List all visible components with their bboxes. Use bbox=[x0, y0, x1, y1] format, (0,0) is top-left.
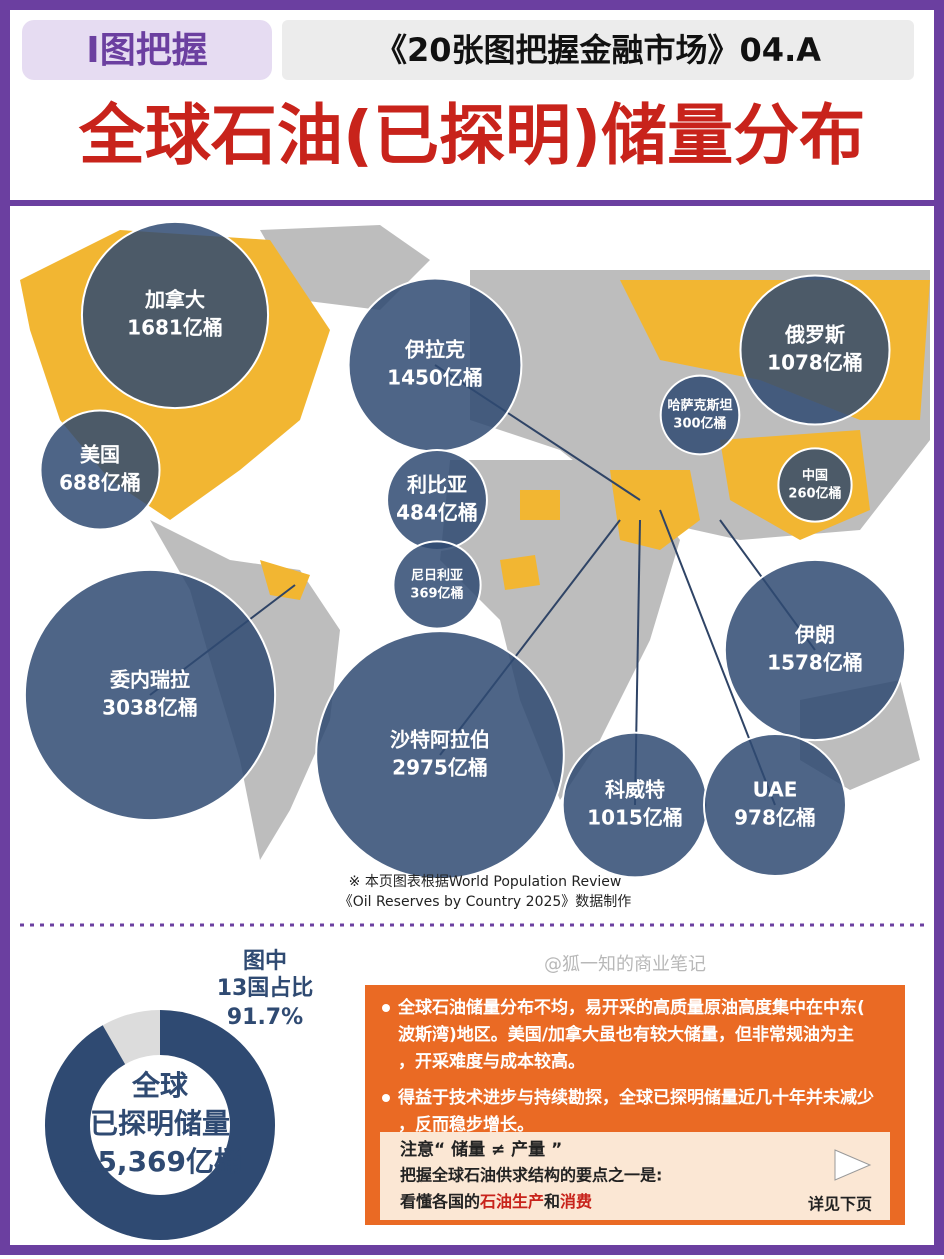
country-value: 1015亿桶 bbox=[587, 806, 683, 830]
country-name: 利比亚 bbox=[407, 473, 467, 497]
bullet-line: ，开采难度与成本较高。 bbox=[398, 1051, 585, 1072]
attention-box bbox=[380, 1132, 890, 1220]
bubble bbox=[80, 220, 270, 410]
bubble bbox=[739, 274, 891, 426]
bubble bbox=[392, 540, 482, 630]
highlight: 消费 bbox=[560, 1192, 592, 1211]
middle-east-shape bbox=[610, 470, 700, 550]
bubble bbox=[777, 447, 853, 523]
donut-center: 全球 bbox=[131, 1069, 189, 1102]
donut-label: 13国占比 bbox=[217, 976, 314, 1001]
country-name: 伊朗 bbox=[794, 623, 835, 647]
country-value: 1078亿桶 bbox=[767, 351, 863, 375]
country-value: 688亿桶 bbox=[59, 471, 141, 495]
country-name: 科威特 bbox=[605, 778, 665, 802]
nigeria-shape bbox=[500, 555, 540, 590]
country-name: 沙特阿拉伯 bbox=[390, 728, 490, 752]
country-name: 美国 bbox=[80, 443, 120, 467]
country-name: 加拿大 bbox=[144, 288, 205, 312]
bubble bbox=[315, 630, 565, 880]
next-arrow bbox=[834, 1149, 872, 1181]
country-name: 中国 bbox=[802, 467, 828, 483]
country-name: 哈萨克斯坦 bbox=[667, 397, 732, 413]
country-value: 1681亿桶 bbox=[127, 316, 223, 340]
bubble bbox=[659, 374, 741, 456]
bubble bbox=[703, 733, 847, 877]
bullet-line: 全球石油储量分布不均，易开采的高质量原油高度集中在中东( bbox=[397, 997, 865, 1018]
bullet-dot bbox=[382, 1004, 390, 1012]
bubble bbox=[39, 409, 161, 531]
country-value: 2975亿桶 bbox=[392, 756, 488, 780]
africa bbox=[440, 460, 680, 800]
country-value: 1578亿桶 bbox=[767, 651, 863, 675]
bullet: 全球石油储量分布不均，易开采的高质量原油高度集中在中东( 波斯湾)地区。美国/加拿… bbox=[397, 997, 865, 1072]
venezuela-shape bbox=[260, 560, 310, 600]
donut-share bbox=[45, 1010, 275, 1240]
country-name: 委内瑞拉 bbox=[109, 668, 190, 692]
bullet: 得益于技术进步与持续勘探，全球已探明储量近几十年并未减少 ，反而稳步增长。 bbox=[397, 1087, 874, 1135]
watermark: @狐一知的商业笔记 bbox=[544, 954, 706, 975]
libya-shape bbox=[520, 490, 560, 520]
bullet-line: ，反而稳步增长。 bbox=[398, 1114, 534, 1135]
donut-center: 已探明储量 bbox=[90, 1107, 230, 1140]
title: 全球石油(已探明)储量分布 bbox=[78, 97, 865, 174]
country-value: 3038亿桶 bbox=[102, 696, 198, 720]
tag-box bbox=[22, 20, 272, 80]
highlight: 石油生产 bbox=[479, 1192, 544, 1211]
donut-value: 91.7% bbox=[227, 1005, 303, 1030]
country-value: 300亿桶 bbox=[673, 416, 726, 432]
country-name: 伊拉克 bbox=[404, 338, 465, 362]
bullet-line: 得益于技术进步与持续勘探，全球已探明储量近几十年并未减少 bbox=[397, 1087, 874, 1108]
country-value: 978亿桶 bbox=[734, 806, 816, 830]
country-value: 260亿桶 bbox=[788, 486, 841, 502]
bubble bbox=[723, 558, 907, 742]
bullet-line: 波斯湾)地区。美国/加拿大虽也有较大储量，但非常规油为主 bbox=[398, 1024, 854, 1045]
source-line: ※ 本页图表根据World Population Review bbox=[349, 874, 622, 890]
text: 看懂各国的 bbox=[399, 1192, 480, 1211]
source-line: 《Oil Reserves by Country 2025》数据制作 bbox=[339, 894, 632, 910]
attention: 注意“ 储量 ≠ 产量 ” bbox=[400, 1139, 562, 1160]
series-box bbox=[282, 20, 914, 80]
donut-center: 15,369亿桶 bbox=[78, 1145, 242, 1178]
country-value: 484亿桶 bbox=[396, 501, 478, 525]
tag: I图把握 bbox=[86, 30, 207, 71]
divider bbox=[10, 200, 934, 206]
key-point: 把握全球石油供求结构的要点之一是: bbox=[400, 1166, 662, 1185]
final-line: 看懂各国的石油生产和消费 bbox=[399, 1192, 592, 1211]
bullet-dot bbox=[382, 1094, 390, 1102]
series: 《20张图把握金融市场》04.A bbox=[375, 31, 821, 69]
donut-label: 图中 bbox=[243, 949, 287, 974]
text: 和 bbox=[544, 1192, 560, 1211]
country-name: UAE bbox=[753, 778, 798, 802]
country-name: 尼日利亚 bbox=[411, 567, 463, 583]
bubble bbox=[23, 568, 277, 822]
country-value: 369亿桶 bbox=[410, 586, 463, 602]
country-name: 俄罗斯 bbox=[784, 323, 845, 347]
country-value: 1450亿桶 bbox=[387, 366, 483, 390]
more: 详见下页 bbox=[808, 1195, 872, 1214]
